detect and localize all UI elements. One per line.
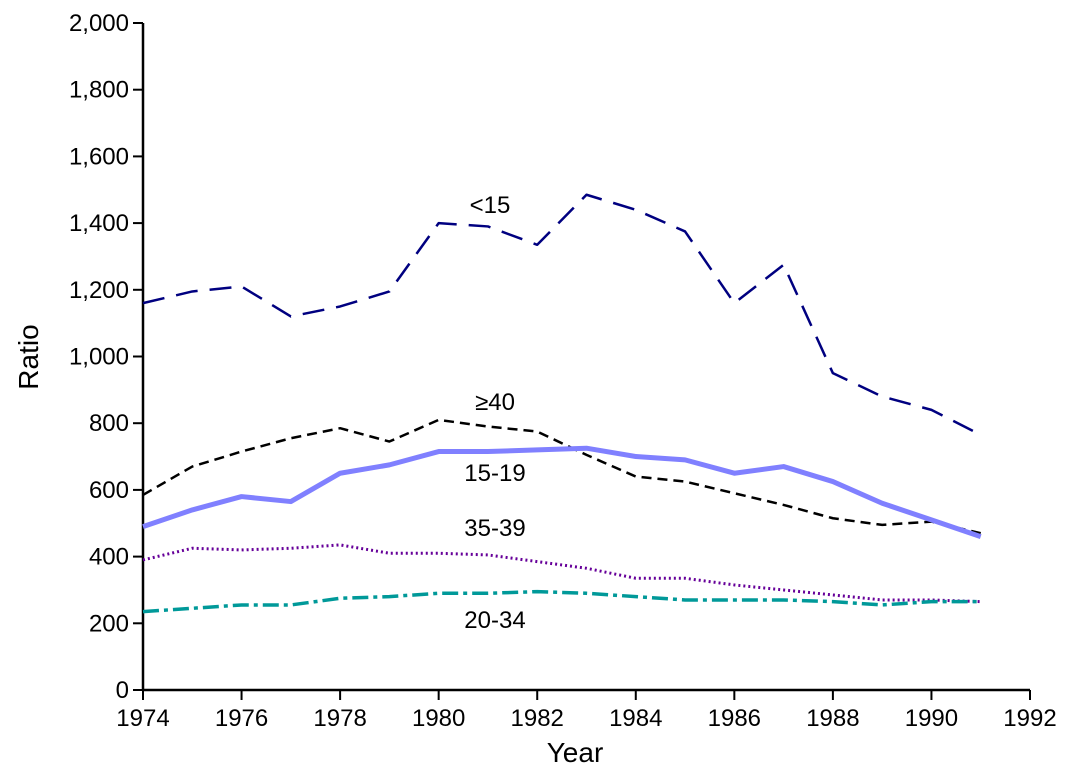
x-axis-label: Year [547, 737, 604, 768]
series-label: ≥40 [475, 389, 515, 416]
y-tick-label: 600 [89, 477, 129, 504]
x-tick-label: 1992 [1003, 705, 1056, 732]
x-tick-label: 1980 [412, 705, 465, 732]
y-tick-label: 800 [89, 410, 129, 437]
x-tick-label: 1988 [806, 705, 859, 732]
x-tick-label: 1990 [905, 705, 958, 732]
series-line [142, 543, 981, 604]
y-tick-label: 1,200 [69, 277, 129, 304]
x-tick-label: 1984 [609, 705, 662, 732]
y-axis-label: Ratio [13, 324, 44, 389]
y-tick-label: 1,000 [69, 344, 129, 371]
series-label: 35-39 [464, 515, 525, 542]
series-label: 20-34 [464, 607, 525, 634]
series-line [142, 445, 982, 539]
x-tick-label: 1976 [215, 705, 268, 732]
x-tick-label: 1978 [313, 705, 366, 732]
series-line [142, 418, 982, 535]
series-line [142, 193, 982, 436]
x-tick-label: 1986 [708, 705, 761, 732]
y-tick-label: 0 [116, 677, 129, 704]
y-tick-label: 400 [89, 544, 129, 571]
series-label: 15-19 [464, 460, 525, 487]
y-tick-label: 1,400 [69, 210, 129, 237]
y-tick-label: 1,600 [69, 143, 129, 170]
series-label: <15 [470, 192, 511, 219]
y-tick-label: 1,800 [69, 77, 129, 104]
x-tick-label: 1974 [116, 705, 169, 732]
y-tick-label: 2,000 [69, 10, 129, 37]
series-line [142, 589, 981, 614]
y-tick-label: 200 [89, 610, 129, 637]
x-tick-label: 1982 [511, 705, 564, 732]
